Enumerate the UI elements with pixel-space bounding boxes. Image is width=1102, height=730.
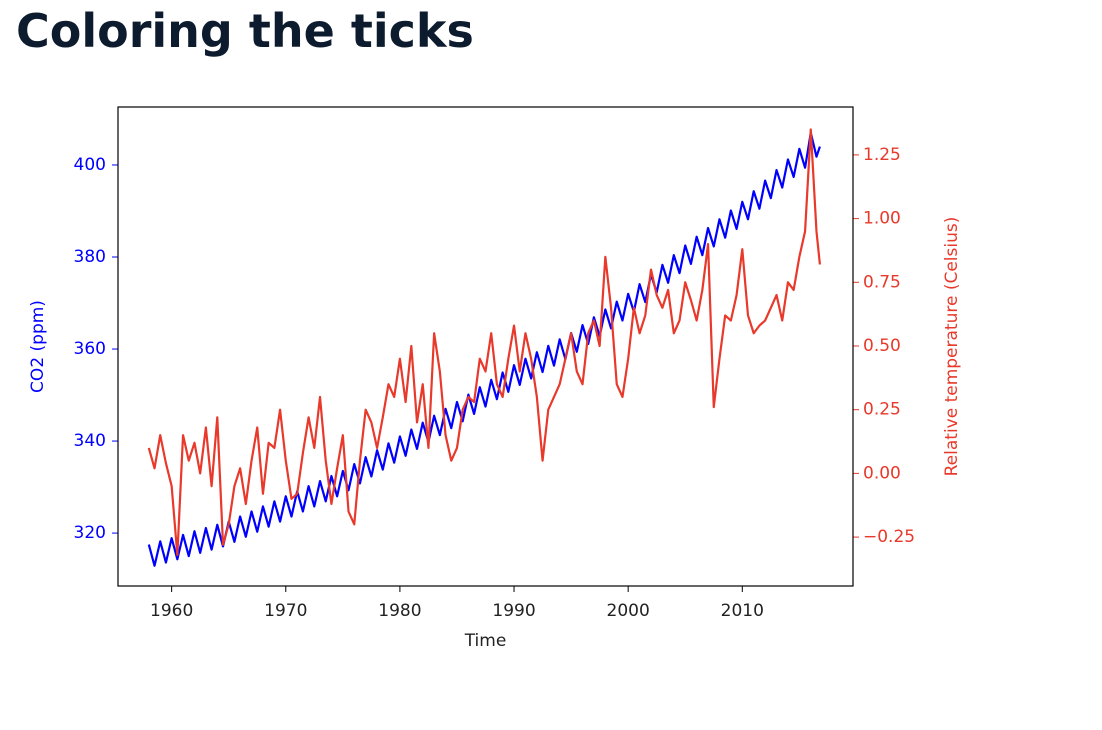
x-tick-label: 2000 — [607, 601, 650, 621]
y-tick-label: 380 — [74, 247, 106, 267]
slide-title: Coloring the ticks — [16, 4, 474, 58]
y2-tick-label: 0.50 — [863, 336, 901, 356]
y2-tick-label: 1.00 — [863, 209, 901, 229]
y-tick-label: 320 — [74, 523, 106, 543]
y2-tick-label: 0.00 — [863, 463, 901, 483]
x-tick-label: 1990 — [492, 601, 535, 621]
y2-tick-label: 0.25 — [863, 400, 901, 420]
y-tick-label: 360 — [74, 339, 106, 359]
x-tick-label: 1960 — [150, 601, 193, 621]
series-line — [147, 131, 821, 567]
y2-tick-label: 1.25 — [863, 145, 901, 165]
x-tick-label: 1980 — [378, 601, 421, 621]
y-tick-label: 400 — [74, 155, 106, 175]
x-tick-label: 1970 — [264, 601, 307, 621]
x-tick-label: 2010 — [721, 601, 764, 621]
x-axis-label: Time — [464, 631, 507, 651]
series-line — [147, 128, 821, 557]
y2-tick-label: 0.75 — [863, 272, 901, 292]
plot-frame — [117, 106, 854, 587]
y2-axis-label: Relative temperature (Celsius) — [942, 217, 962, 477]
y-tick-label: 340 — [74, 431, 106, 451]
y2-tick-label: −0.25 — [863, 527, 915, 547]
y-axis-label: CO2 (ppm) — [28, 300, 48, 393]
